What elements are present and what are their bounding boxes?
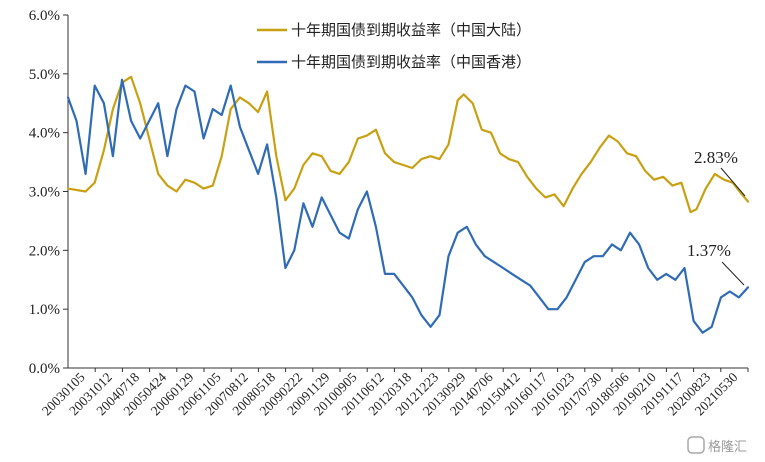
x-axis-ticks: 2003010520031012200407182005042420060129…	[39, 368, 749, 418]
annotation-mainland-pointer	[720, 167, 746, 197]
y-tick-label: 5.0%	[29, 67, 60, 83]
annotation-hongkong-latest: 1.37%	[687, 241, 731, 260]
y-tick-label: 4.0%	[29, 126, 60, 142]
legend-label-mainland: 十年期国债到期收益率（中国大陆）	[291, 21, 531, 39]
annotation-mainland-latest: 2.83%	[694, 148, 738, 167]
watermark-logo-icon	[687, 436, 705, 454]
y-tick-label: 0.0%	[29, 361, 60, 377]
legend: 十年期国债到期收益率（中国大陆） 十年期国债到期收益率（中国香港）	[257, 21, 531, 71]
y-tick-label: 1.0%	[29, 302, 60, 318]
annotation-hongkong-pointer	[721, 261, 745, 286]
annotations: 2.83% 1.37%	[687, 148, 746, 286]
watermark: 格隆汇	[687, 436, 747, 455]
watermark-text: 格隆汇	[708, 439, 747, 455]
y-tick-label: 2.0%	[29, 243, 60, 259]
series-line-mainland	[66, 75, 750, 214]
series-line-hongkong	[66, 78, 750, 334]
y-axis-ticks: 0.0% 1.0% 2.0% 3.0% 4.0% 5.0% 6.0%	[29, 8, 68, 377]
series-lines	[66, 75, 750, 334]
legend-label-hongkong: 十年期国债到期收益率（中国香港）	[291, 53, 531, 71]
y-tick-label: 6.0%	[29, 8, 60, 24]
y-tick-label: 3.0%	[29, 185, 60, 201]
